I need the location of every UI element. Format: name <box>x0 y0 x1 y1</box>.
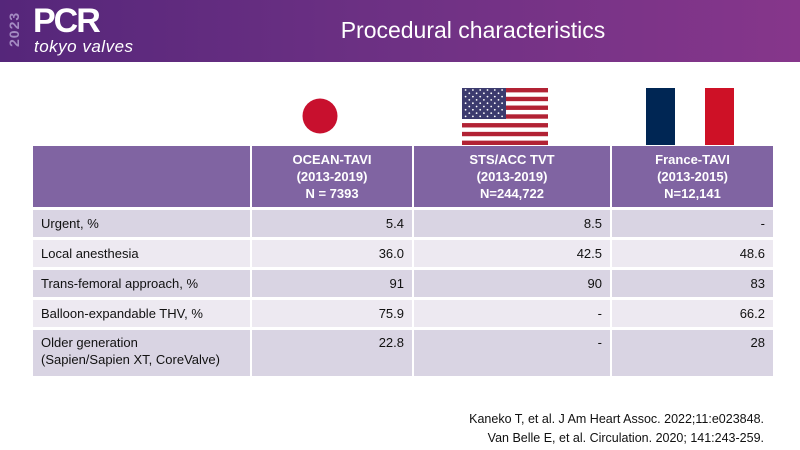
cell: - <box>412 300 610 327</box>
row-label: Older generation (Sapien/Sapien XT, CoreV… <box>33 330 250 376</box>
row-label: Trans-femoral approach, % <box>33 270 250 297</box>
table-row: Older generation (Sapien/Sapien XT, CoreV… <box>33 330 773 376</box>
cell: 8.5 <box>412 210 610 237</box>
header-ocean-tavi: OCEAN-TAVI (2013-2019) N = 7393 <box>250 146 412 207</box>
row-label: Urgent, % <box>33 210 250 237</box>
cell: 48.6 <box>610 240 773 267</box>
slide-header: 2023 PCR tokyo valves Procedural charact… <box>0 0 800 62</box>
slide-title: Procedural characteristics <box>340 17 606 43</box>
cell: 91 <box>250 270 412 297</box>
header-sts-acc-tvt: STS/ACC TVT (2013-2019) N=244,722 <box>412 146 610 207</box>
cell: - <box>412 330 610 376</box>
table-row: Trans-femoral approach, % 91 90 83 <box>33 270 773 297</box>
cell: - <box>610 210 773 237</box>
header-empty <box>33 146 250 207</box>
cell: 90 <box>412 270 610 297</box>
cell: 42.5 <box>412 240 610 267</box>
procedural-table: OCEAN-TAVI (2013-2019) N = 7393 STS/ACC TV… <box>33 143 773 379</box>
cell: 75.9 <box>250 300 412 327</box>
cell: 22.8 <box>250 330 412 376</box>
table-row: Balloon-expandable THV, % 75.9-66.2 <box>33 300 773 327</box>
logo-pcr: PCR <box>33 2 101 40</box>
header-france-tavi: France-TAVI (2013-2015) N=12,141 <box>610 146 773 207</box>
table-row: Local anesthesia 36.0 42.5 48.6 <box>33 240 773 267</box>
cell: 5.4 <box>250 210 412 237</box>
row-label: Local anesthesia <box>33 240 250 267</box>
cell: 83 <box>610 270 773 297</box>
cell: 28 <box>610 330 773 376</box>
reference: Van Belle E, et al. Circulation. 2020; 1… <box>487 431 764 445</box>
france-flag-icon <box>646 88 734 145</box>
usa-flag-icon <box>462 88 548 145</box>
table-row: Urgent, % 5.4 8.5- <box>33 210 773 237</box>
japan-flag-icon <box>302 98 338 134</box>
reference: Kaneko T, et al. J Am Heart Assoc. 2022;… <box>469 412 764 426</box>
cell: 36.0 <box>250 240 412 267</box>
references: Kaneko T, et al. J Am Heart Assoc. 2022;… <box>469 410 764 448</box>
table-header-row: OCEAN-TAVI (2013-2019) N = 7393 STS/ACC TV… <box>33 146 773 207</box>
row-label: Balloon-expandable THV, % <box>33 300 250 327</box>
logo-subtitle: tokyo valves <box>34 37 134 56</box>
cell: 66.2 <box>610 300 773 327</box>
